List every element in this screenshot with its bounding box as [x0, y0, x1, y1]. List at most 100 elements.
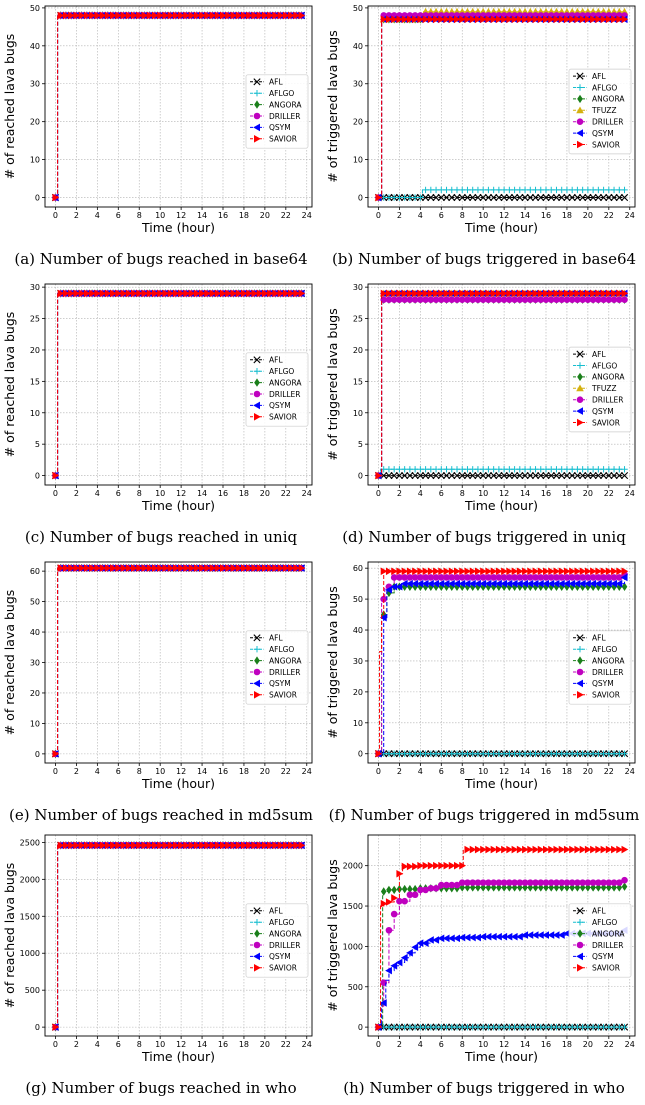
- series-point-savior: [151, 289, 159, 298]
- series-point-driller: [490, 296, 497, 304]
- series-point-savior: [516, 845, 524, 854]
- legend-label: SAVIOR: [269, 135, 297, 144]
- legend-item-angora: ANGORA: [250, 100, 302, 109]
- series-point-savior: [501, 567, 508, 576]
- series-point-savior: [89, 564, 96, 572]
- series-point-savior: [485, 567, 493, 576]
- y-tick-label: 5: [358, 440, 363, 449]
- series-point-driller: [417, 574, 424, 581]
- series-point-savior: [204, 841, 212, 850]
- legend-label: ANGORA: [269, 656, 302, 665]
- y-axis-title: # of triggered lava bugs: [325, 308, 340, 460]
- series-point-savior: [553, 845, 561, 854]
- y-tick-label: 20: [353, 118, 363, 127]
- series-point-savior: [553, 289, 561, 298]
- series-point-savior: [454, 567, 461, 576]
- series-point-savior: [375, 1023, 383, 1031]
- legend-marker: [576, 919, 584, 926]
- series-point-savior: [136, 289, 144, 298]
- series-point-qsym: [411, 579, 419, 588]
- series-point-savior: [406, 15, 414, 24]
- x-tick-label: 16: [541, 211, 551, 220]
- series-point-savior: [125, 11, 133, 20]
- series-point-angora: [475, 883, 481, 892]
- series-point-driller: [448, 296, 456, 304]
- series-point-savior: [151, 564, 159, 572]
- series-point-savior: [104, 841, 112, 850]
- series-point-savior: [548, 567, 556, 576]
- series-point-savior: [83, 289, 91, 298]
- series-point-afl: [395, 471, 404, 480]
- series-point-savior: [459, 289, 467, 298]
- legend-marker: [253, 941, 261, 949]
- series-point-driller: [511, 879, 518, 886]
- legend-item-tfuzz: TFUZZ: [573, 106, 617, 115]
- series-point-savior: [57, 289, 65, 298]
- y-tick-label: 0: [35, 194, 40, 203]
- series-savior: [52, 11, 306, 202]
- x-tick-label: 12: [499, 489, 509, 498]
- legend-marker: [253, 78, 261, 86]
- series-point-savior: [563, 845, 571, 854]
- y-tick-label: 40: [353, 42, 363, 51]
- series-point-driller: [589, 574, 597, 581]
- caption-h: (h) Number of bugs triggered in who: [343, 1079, 625, 1097]
- series-point-savior: [527, 15, 535, 24]
- series-point-savior: [406, 289, 414, 298]
- y-tick-label: 60: [30, 567, 40, 576]
- series-point-savior: [68, 841, 75, 850]
- series-point-savior: [454, 15, 461, 24]
- x-axis-title: Time (hour): [464, 1049, 538, 1064]
- series-savior: [375, 15, 629, 202]
- series-point-savior: [141, 564, 149, 572]
- series-point-driller: [516, 296, 524, 304]
- series-point-savior: [89, 841, 96, 850]
- series-point-qsym: [427, 579, 434, 588]
- legend-label: AFLGO: [592, 645, 617, 654]
- series-point-afl: [589, 471, 597, 480]
- series-point-savior: [590, 289, 597, 298]
- y-tick-label: 10: [353, 156, 363, 165]
- series-point-savior: [464, 289, 472, 298]
- legend-marker: [576, 634, 584, 642]
- series-point-savior: [178, 841, 185, 850]
- series-point-driller: [396, 574, 403, 581]
- series-point-driller: [615, 879, 623, 886]
- y-tick-label: 2000: [343, 862, 363, 871]
- y-tick-label: 30: [30, 659, 40, 668]
- series-point-savior: [298, 289, 306, 298]
- series-point-savior: [485, 845, 493, 854]
- series-point-savior: [94, 11, 102, 20]
- x-tick-label: 18: [562, 211, 572, 220]
- legend-label: AFL: [269, 907, 283, 916]
- series-aflgo: [375, 750, 628, 757]
- legend-item-qsym: QSYM: [573, 407, 614, 416]
- series-point-savior: [146, 289, 154, 298]
- series-point-savior: [225, 564, 233, 572]
- legend-marker: [577, 691, 584, 699]
- series-point-afl: [453, 471, 461, 480]
- series-point-driller: [437, 296, 445, 304]
- panel-b: 0 2 4 6 8 10 12 14 16 18 20 22 24 0 10 20 30 40 50 Time (ho…: [323, 0, 645, 276]
- series-point-angora: [485, 582, 492, 591]
- series-point-afl: [547, 193, 555, 202]
- series-point-driller: [589, 879, 597, 886]
- legend-item-qsym: QSYM: [250, 679, 291, 688]
- series-point-angora: [391, 885, 397, 895]
- series-point-savior: [52, 1023, 60, 1031]
- series-point-angora: [433, 582, 439, 591]
- series-point-savior: [240, 11, 248, 20]
- series-point-driller: [396, 296, 403, 304]
- series-point-savior: [605, 15, 613, 24]
- y-tick-label: 2500: [20, 838, 40, 847]
- series-point-qsym: [458, 933, 466, 942]
- series-point-qsym: [594, 579, 602, 588]
- series-point-qsym: [400, 953, 408, 962]
- x-tick-label: 4: [418, 489, 423, 498]
- series-point-driller: [579, 296, 586, 304]
- series-point-driller: [595, 574, 602, 581]
- series-point-angora: [511, 883, 518, 892]
- x-tick-label: 0: [376, 211, 381, 220]
- series-point-afl: [421, 193, 430, 202]
